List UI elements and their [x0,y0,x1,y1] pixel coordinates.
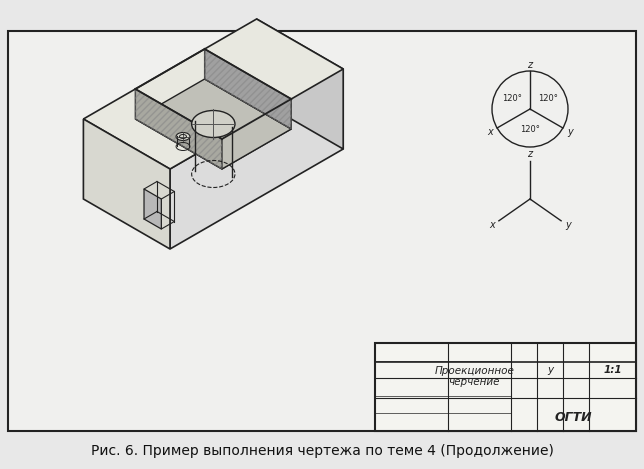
Text: ОГТИ: ОГТИ [554,411,592,424]
Text: z: z [527,149,533,159]
Text: 120°: 120° [520,125,540,135]
Text: 1:1: 1:1 [603,365,622,375]
Polygon shape [205,49,291,129]
Text: y: y [565,220,571,230]
Text: z: z [527,60,533,70]
Polygon shape [135,89,222,169]
Text: 120°: 120° [502,94,522,103]
Text: Рис. 6. Пример выполнения чертежа по теме 4 (Продолжение): Рис. 6. Пример выполнения чертежа по тем… [91,444,553,458]
Polygon shape [83,19,343,169]
Text: x: x [489,220,495,230]
Text: x: x [488,127,493,137]
Ellipse shape [176,133,190,141]
Ellipse shape [192,111,235,137]
Polygon shape [83,119,170,249]
Text: Проекционное
черчение: Проекционное черчение [434,366,514,387]
Text: у: у [547,365,553,375]
Bar [375,343,636,431]
Polygon shape [135,79,291,169]
Polygon shape [170,69,343,249]
Text: y: y [567,127,573,137]
FancyBboxPatch shape [8,31,636,431]
Polygon shape [222,99,291,169]
Text: 120°: 120° [538,94,558,103]
Polygon shape [144,189,162,229]
Polygon shape [256,19,343,149]
